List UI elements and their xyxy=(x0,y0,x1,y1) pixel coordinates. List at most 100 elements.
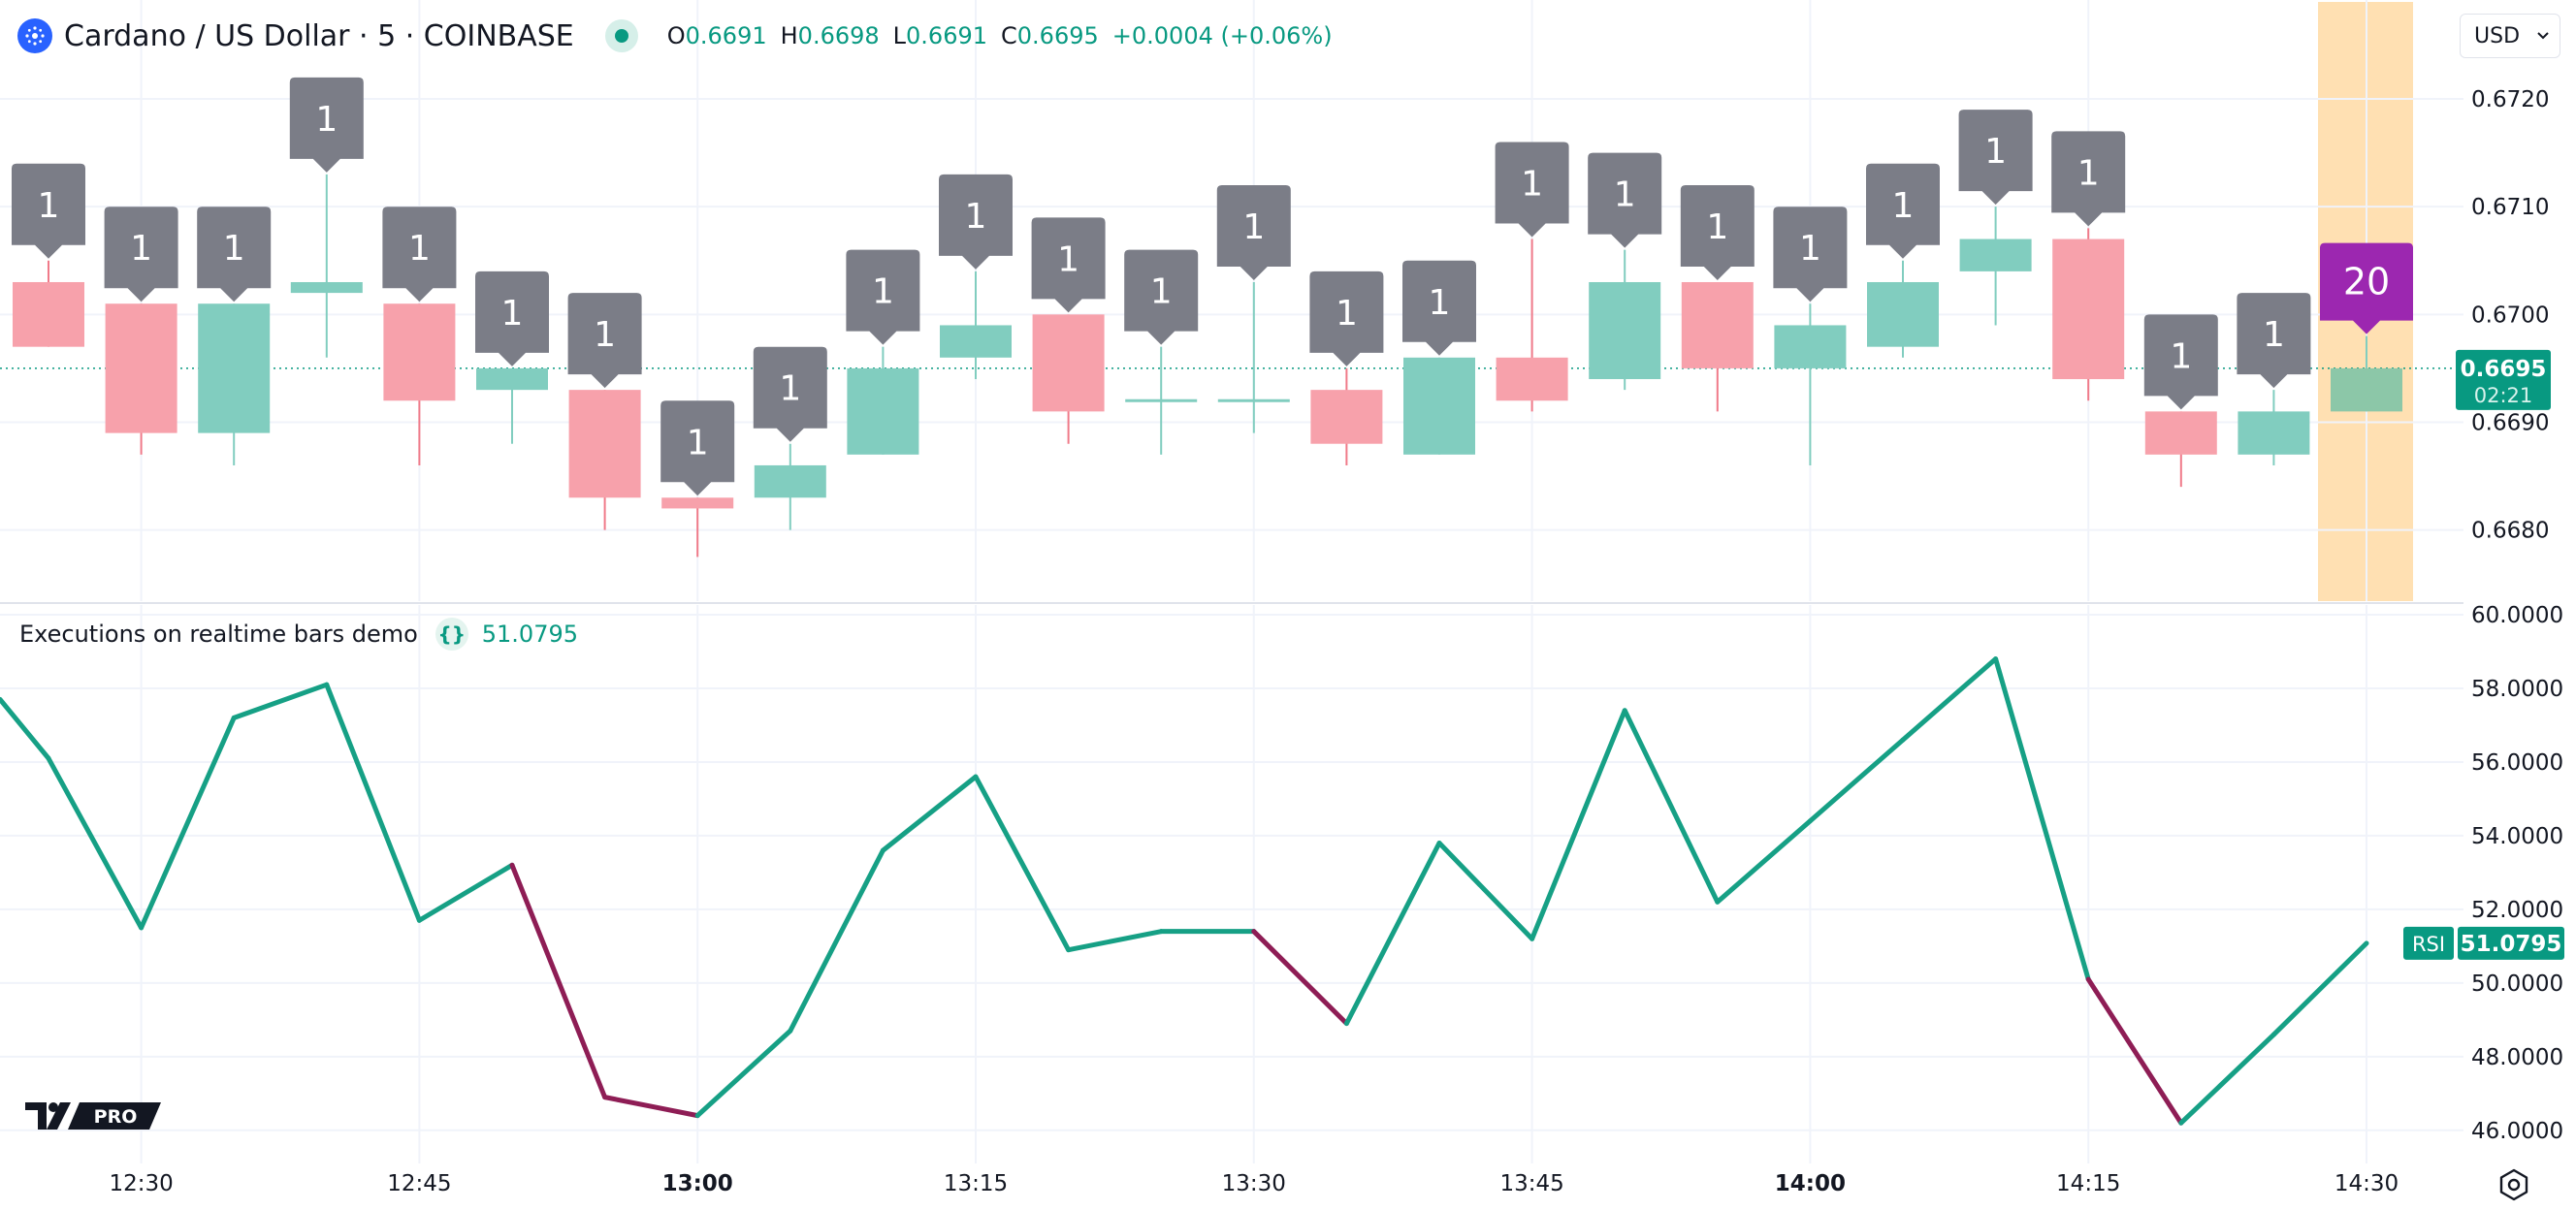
change-value: +0.0004 (+0.06%) xyxy=(1111,22,1333,49)
candle[interactable] xyxy=(1681,281,1754,412)
candle[interactable] xyxy=(1959,207,2032,326)
bar-label-text: 1 xyxy=(1706,207,1728,247)
rsi-segment xyxy=(139,715,237,931)
candle[interactable] xyxy=(1032,314,1105,444)
close-value: 0.6695 xyxy=(1016,22,1099,49)
bar-label: 1 xyxy=(1309,271,1384,366)
bar-label-shape xyxy=(2051,131,2126,227)
symbol-title[interactable]: Cardano / US Dollar · 5 · COINBASE xyxy=(64,18,574,53)
market-status-icon[interactable] xyxy=(604,19,638,52)
bar-label-shape xyxy=(2320,242,2413,334)
countdown-tag-text: 02:21 xyxy=(2474,384,2533,407)
time-tick-label: 14:00 xyxy=(1775,1171,1846,1196)
last-price-tag-text: 0.6695 xyxy=(2461,357,2547,382)
candle-body xyxy=(198,303,271,433)
candle[interactable] xyxy=(940,271,1012,380)
candle[interactable] xyxy=(476,367,548,444)
candle-body xyxy=(661,497,734,509)
candle[interactable] xyxy=(1310,367,1383,465)
candle[interactable] xyxy=(754,443,826,530)
candle[interactable] xyxy=(2144,411,2217,488)
rsi-tick-label: 60.0000 xyxy=(2471,603,2563,628)
candle[interactable] xyxy=(1403,357,1475,455)
candle-body xyxy=(847,367,919,455)
bar-label: 1 xyxy=(289,77,364,173)
rsi-line xyxy=(0,656,2369,1126)
bar-label-shape xyxy=(753,346,827,442)
candle[interactable] xyxy=(198,303,271,465)
cardano-icon[interactable] xyxy=(17,18,52,53)
time-axis[interactable]: 12:30 12:45 13:00 13:15 13:30 13:45 14:00 14:15… xyxy=(109,1171,2399,1196)
currency-label: USD xyxy=(2474,23,2521,48)
bar-label-text: 1 xyxy=(1242,207,1265,247)
candle[interactable] xyxy=(105,303,177,455)
candle-body xyxy=(1681,281,1754,368)
tradingview-logo[interactable]: PRO xyxy=(25,1099,163,1132)
bar-label: 1 xyxy=(660,400,735,496)
bar-label-text: 1 xyxy=(223,229,245,269)
candle[interactable] xyxy=(1217,281,1290,433)
price-tick-label: 0.6710 xyxy=(2471,195,2549,220)
bar-label-shape xyxy=(1588,152,1662,248)
bar-label-text: 1 xyxy=(1799,229,1821,269)
bar-label-shape xyxy=(289,77,364,173)
bar-label: 1 xyxy=(1680,184,1755,280)
candle[interactable] xyxy=(847,346,919,455)
bar-label: 1 xyxy=(1588,152,1662,248)
indicator-title[interactable]: Executions on realtime bars demo xyxy=(19,621,418,648)
gear-icon[interactable] xyxy=(2496,1167,2531,1202)
candles xyxy=(13,174,2402,557)
rsi-segment xyxy=(2178,1032,2276,1126)
candle-body xyxy=(1589,281,1661,380)
candle[interactable] xyxy=(568,390,641,530)
bar-label-shape xyxy=(1124,249,1199,345)
low-value: 0.6691 xyxy=(906,22,988,49)
candle-body xyxy=(1403,357,1475,455)
source-code-icon[interactable]: {} xyxy=(435,618,468,651)
candle-body xyxy=(383,303,456,401)
rsi-tick-label: 46.0000 xyxy=(2471,1119,2563,1144)
price-axis[interactable]: 0.6720 0.6710 0.6700 0.6690 0.6680 xyxy=(2471,87,2549,544)
rsi-name-tag-bg xyxy=(2403,926,2454,960)
rsi-segment xyxy=(602,1095,700,1119)
candle[interactable] xyxy=(1774,303,1847,465)
rsi-segment xyxy=(416,862,515,923)
rsi-segment xyxy=(1436,841,1535,941)
bar-label-text: 1 xyxy=(501,294,524,334)
logo-pro-text: PRO xyxy=(94,1106,138,1128)
bar-label: 1 xyxy=(12,163,85,259)
candle[interactable] xyxy=(1867,260,1939,358)
candle[interactable] xyxy=(290,174,363,358)
bar-label-text: 1 xyxy=(1336,294,1358,334)
rsi-segment xyxy=(1251,929,1349,1027)
bar-label: 1 xyxy=(2051,131,2126,227)
candle[interactable] xyxy=(1496,239,1568,412)
bar-label-shape xyxy=(1031,217,1106,313)
rsi-value-tag-text: 51.0795 xyxy=(2461,932,2562,957)
indicator-axis[interactable]: 60.0000 58.0000 56.0000 54.0000 52.0000 50.00… xyxy=(2471,603,2563,1144)
candle[interactable] xyxy=(2052,228,2125,401)
rsi-segment xyxy=(46,755,145,931)
candle[interactable] xyxy=(661,497,734,557)
low-key: L xyxy=(892,22,907,49)
candle[interactable] xyxy=(2238,390,2310,465)
bar-label-shape xyxy=(567,293,642,389)
rsi-name-tag-text: RSI xyxy=(2412,933,2445,956)
time-tick-label: 12:45 xyxy=(387,1171,451,1196)
bar-label-shape xyxy=(1402,260,1476,356)
time-tick-label: 12:30 xyxy=(109,1171,173,1196)
bar-label-shape xyxy=(104,207,178,302)
candle[interactable] xyxy=(1589,249,1661,391)
bar-label: 1 xyxy=(2143,314,2218,410)
candle[interactable] xyxy=(1125,346,1198,455)
currency-select[interactable]: USD xyxy=(2460,14,2560,58)
candle[interactable] xyxy=(2331,335,2402,412)
price-tick-label: 0.6720 xyxy=(2471,87,2549,112)
rsi-segment xyxy=(0,696,51,761)
candle[interactable] xyxy=(383,303,456,465)
bar-label-shape xyxy=(1495,142,1569,238)
bar-label-text: 1 xyxy=(38,186,60,226)
candle[interactable] xyxy=(13,260,84,347)
candle-body xyxy=(1959,239,2032,271)
